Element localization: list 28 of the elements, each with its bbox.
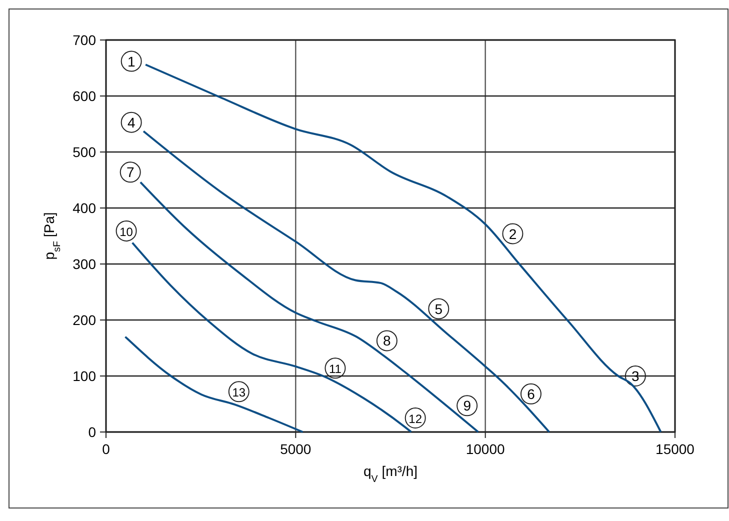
y-tick-label: 700 (72, 32, 96, 48)
annotation: 8 (383, 332, 392, 349)
line-series (142, 130, 550, 433)
annotation: 6 (527, 386, 536, 402)
y-tick-label: 100 (72, 368, 96, 384)
x-tick-label: 10000 (466, 441, 506, 457)
y-tick-label: 0 (88, 424, 96, 440)
x-tick-label: 5000 (280, 441, 312, 457)
y-tick-label: 400 (72, 200, 96, 216)
line-series (144, 64, 662, 433)
x-tick-label: 0 (102, 441, 110, 457)
annotation: 12 (408, 412, 422, 426)
x-tick-label: 15000 (656, 441, 695, 457)
y-tick-label: 200 (72, 312, 96, 328)
x-axis-title: q$_{V}$ [m³/h] (363, 463, 418, 484)
annotation: 1 (127, 53, 136, 70)
annotation: 2 (508, 226, 517, 242)
annotation: 11 (328, 362, 342, 376)
annotation: 13 (232, 386, 246, 400)
annotation: 5 (434, 300, 443, 317)
line-series (124, 336, 304, 433)
annotation: 10 (120, 224, 134, 239)
y-tick-label: 300 (72, 256, 96, 272)
y-tick-label: 500 (72, 144, 96, 160)
annotation: 7 (126, 164, 134, 180)
annotation: 9 (463, 398, 472, 414)
annotation: 4 (127, 114, 136, 130)
y-tick-label: 600 (72, 88, 96, 104)
